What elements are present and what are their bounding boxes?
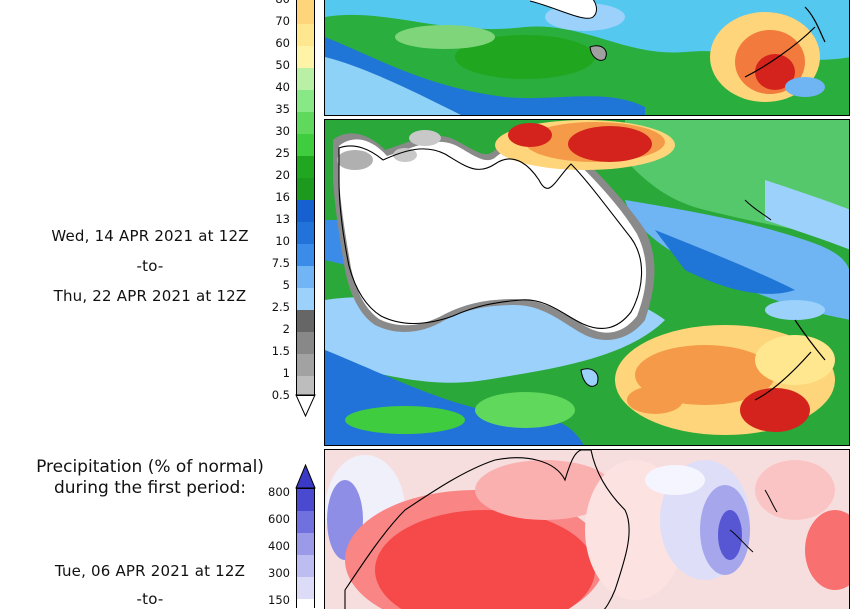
scale-seg: [296, 134, 315, 156]
percent-scale-label: 800: [268, 485, 290, 499]
scale-label: 7.5: [271, 256, 290, 270]
period-separator: -to-: [136, 257, 164, 275]
scale-seg: [296, 354, 315, 376]
scale-label: 40: [275, 80, 290, 94]
percent-scale-seg: [297, 511, 314, 533]
scale-label: 13: [275, 212, 290, 226]
percent-color-scale: [296, 488, 315, 608]
scale-label: 35: [275, 102, 290, 116]
percent-normal-map-panel: [324, 449, 850, 609]
percent-normal-map: [325, 450, 849, 609]
scale-seg: [296, 200, 315, 222]
scale-seg: [296, 222, 315, 244]
scale-label: 0.5: [271, 388, 290, 402]
precip-map: [325, 120, 849, 445]
top-map-panel: [324, 0, 850, 116]
percent-scale-seg: [297, 555, 314, 577]
scale-label: 70: [275, 14, 290, 28]
percent-scale-label: 400: [268, 539, 290, 553]
scale-seg: [296, 46, 315, 68]
scale-label: 2.5: [271, 300, 290, 314]
scale-seg: [296, 68, 315, 90]
scale-label: 60: [275, 36, 290, 50]
scale-label: 2: [282, 322, 290, 336]
precip-scale-border: [296, 0, 315, 396]
first-period-start-date: Tue, 06 APR 2021 at 12Z: [54, 562, 246, 580]
precip-color-scale: [296, 0, 315, 396]
top-map-precip-field: [325, 0, 849, 115]
percent-scale-label: 300: [268, 566, 290, 580]
scale-label: 20: [275, 168, 290, 182]
scale-lower-arrow: [295, 394, 316, 418]
scale-seg: [296, 0, 315, 24]
scale-label: 16: [275, 190, 290, 204]
percent-scale-seg: [297, 489, 314, 511]
scale-seg: [296, 310, 315, 332]
period-start-date: Wed, 14 APR 2021 at 12Z: [51, 227, 249, 245]
scale-seg: [296, 244, 315, 266]
scale-seg: [296, 332, 315, 354]
first-period-separator: -to-: [136, 590, 164, 608]
percent-scale-label: 150: [268, 593, 290, 607]
percent-normal-title: Precipitation (% of normal): [36, 457, 264, 477]
percent-scale-seg: [297, 533, 314, 555]
scale-label: 30: [275, 124, 290, 138]
scale-label: 10: [275, 234, 290, 248]
percent-scale-seg: [297, 577, 314, 599]
scale-label: 80: [262, 0, 290, 5]
percent-normal-subtitle: during the first period:: [53, 478, 247, 498]
scale-seg: [296, 288, 315, 310]
scale-label: 50: [275, 58, 290, 72]
scale-label: 5: [282, 278, 290, 292]
scale-seg: [296, 376, 315, 396]
scale-label: 25: [275, 146, 290, 160]
scale-label: 1: [282, 366, 290, 380]
scale-seg: [296, 178, 315, 200]
percent-scale-label: 600: [268, 512, 290, 526]
scale-seg: [296, 24, 315, 46]
scale-seg: [296, 266, 315, 288]
percent-scale-upper-arrow: [295, 463, 316, 489]
precip-map-panel: [324, 119, 850, 446]
scale-label: 1.5: [271, 344, 290, 358]
scale-seg: [296, 112, 315, 134]
period-end-date: Thu, 22 APR 2021 at 12Z: [53, 287, 247, 305]
scale-seg: [296, 90, 315, 112]
scale-seg: [296, 156, 315, 178]
